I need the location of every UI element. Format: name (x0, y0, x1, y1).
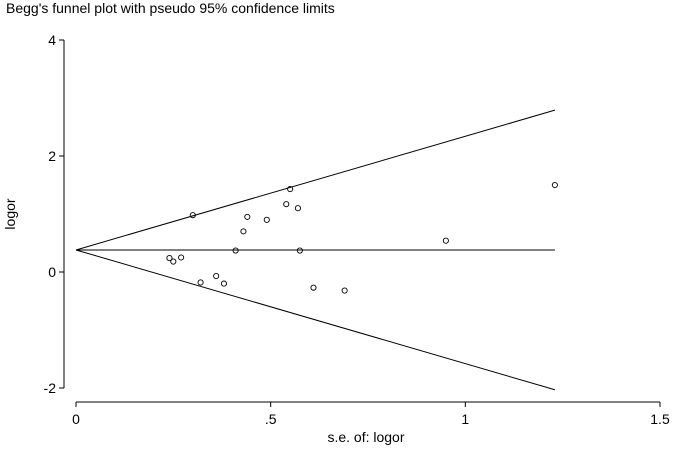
data-point (310, 284, 317, 291)
data-point (551, 181, 558, 189)
data-point (189, 212, 196, 219)
confidence-limits (75, 109, 556, 391)
data-point (178, 254, 185, 261)
study-points (166, 181, 558, 294)
y-tick-label: 4 (48, 32, 56, 48)
x-tick-label: 1.5 (650, 411, 670, 427)
chart-title: Begg's funnel plot with pseudo 95% confi… (6, 0, 335, 16)
x-tick-label: 1 (461, 411, 469, 427)
y-tick-label: 2 (48, 148, 56, 164)
lower-limit-line (75, 249, 556, 391)
data-point (232, 247, 239, 254)
data-point (244, 213, 251, 220)
data-point (341, 287, 348, 294)
y-axis-label: logor (2, 198, 18, 229)
data-point (296, 247, 303, 254)
data-point (442, 237, 449, 244)
data-point (213, 273, 220, 280)
data-point (166, 255, 173, 262)
y-tick-label: 0 (48, 264, 56, 280)
x-axis-label: s.e. of: logor (327, 429, 404, 445)
data-point (220, 280, 227, 287)
data-point (240, 228, 247, 235)
x-tick-label: .5 (265, 411, 277, 427)
data-point (197, 279, 204, 286)
upper-limit-line (75, 109, 556, 251)
data-point (294, 205, 301, 212)
data-point (287, 186, 294, 193)
data-point (283, 201, 290, 208)
data-point (170, 258, 177, 265)
data-point (263, 216, 270, 223)
axes: -2 0 2 4 0 .5 1 1.5 (44, 32, 670, 427)
x-tick-label: 0 (72, 411, 80, 427)
y-tick-label: -2 (44, 380, 57, 396)
